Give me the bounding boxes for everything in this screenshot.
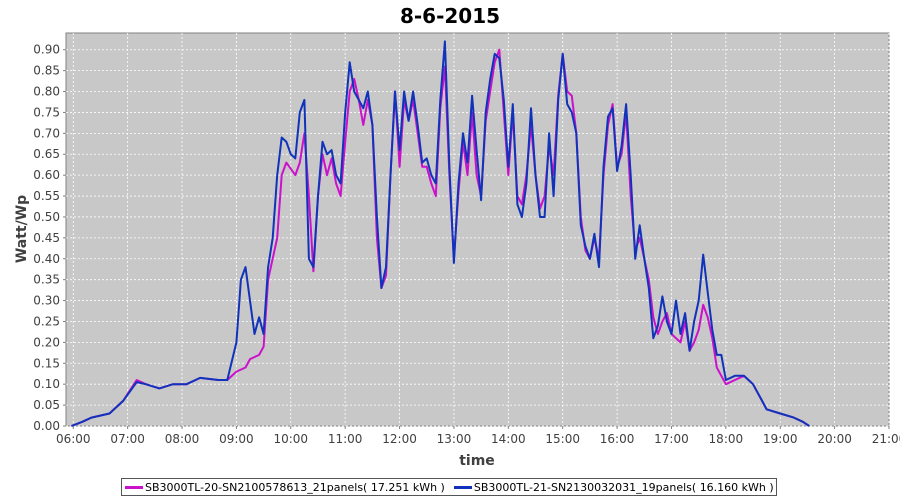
x-tick-label: 09:00 [219,432,254,446]
legend-swatch-series-1 [125,485,143,489]
y-tick-label: 0.15 [33,356,60,370]
series-lines [71,40,810,427]
x-tick-label: 16:00 [600,432,635,446]
y-tick-label: 0.60 [33,168,60,182]
y-tick-label: 0.80 [33,85,60,99]
x-tick-label: 13:00 [437,432,472,446]
x-tick-label: 21:00 [872,432,900,446]
y-tick-label: 0.00 [33,419,60,433]
x-tick-label: 17:00 [654,432,689,446]
legend-swatch-series-2 [453,485,472,489]
legend-item-series-2: SB3000TL-21-SN2130032031_19panels( 16.16… [453,480,774,494]
legend-label-series-2: SB3000TL-21-SN2130032031_19panels( 16.16… [473,480,774,494]
y-tick-label: 0.75 [33,105,60,119]
legend-item-series-1: SB3000TL-20-SN2100578613_21panels( 17.25… [125,481,445,494]
y-tick-label: 0.20 [33,335,60,349]
y-axis-label: Watt/Wp [14,195,30,263]
x-tick-label: 20:00 [817,432,852,446]
x-tick-label: 08:00 [165,432,200,446]
x-tick-label: 15:00 [545,432,580,446]
chart-title: 8-6-2015 [399,4,501,28]
x-tick-label: 19:00 [763,432,798,446]
y-tick-label: 0.25 [33,314,60,328]
plot-area [65,32,890,427]
x-tick-label: 10:00 [273,432,308,446]
legend-label-series-1: SB3000TL-20-SN2100578613_21panels( 17.25… [145,480,445,494]
x-axis: 06:00 07:00 08:00 09:00 10:00 11:00 12:00 13:00… [56,426,900,446]
y-tick-label: 0.10 [33,377,60,391]
x-tick-label: 11:00 [328,432,363,446]
y-tick-label: 0.45 [33,231,60,245]
y-tick-label: 0.85 [33,64,60,78]
legend: SB3000TL-20-SN2100578613_21panels( 17.25… [121,478,777,496]
x-tick-label: 12:00 [382,432,417,446]
y-tick-label: 0.70 [33,126,60,140]
gridlines [66,33,890,427]
y-tick-label: 0.90 [33,43,60,57]
y-tick-label: 0.40 [33,252,60,266]
y-tick-label: 0.30 [33,294,60,308]
x-tick-label: 14:00 [491,432,526,446]
x-axis-label: time [459,453,495,469]
series-line-2 [71,40,810,427]
x-tick-label: 07:00 [110,432,145,446]
y-axis: 0.00 0.05 0.10 0.15 0.20 0.25 0.30 0.35 0.40 0.45… [33,43,66,433]
y-tick-label: 0.05 [33,398,60,412]
y-tick-label: 0.65 [33,147,60,161]
y-tick-label: 0.50 [33,210,60,224]
y-tick-label: 0.55 [33,189,60,203]
x-tick-label: 06:00 [56,432,91,446]
y-tick-label: 0.35 [33,273,60,287]
x-tick-label: 18:00 [709,432,744,446]
